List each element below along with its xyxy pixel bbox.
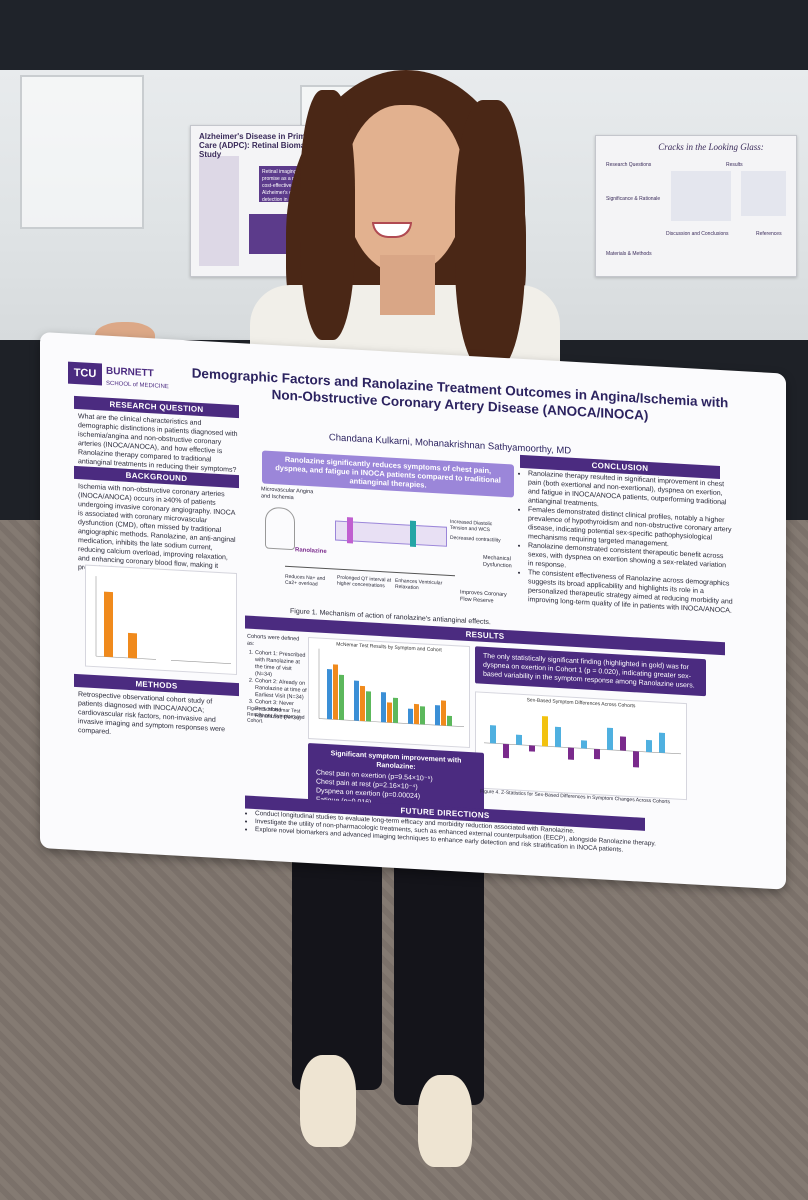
right-boot [418,1075,472,1167]
chart-bar [646,739,652,753]
neck [380,255,435,315]
right-leg [394,840,484,1105]
methods-text: Retrospective observational cohort study… [78,691,226,736]
chart-bar [542,716,548,747]
chart-bar [503,743,509,759]
diagram-label: Decreased contractility [450,534,501,544]
chart-bar [490,725,496,744]
chart-bar [393,697,398,724]
chart-bar [420,706,425,725]
chart-bar [607,727,613,751]
research-poster: TCU BURNETT SCHOOL of MEDICINE Demograph… [40,332,786,890]
poster-title: Demographic Factors and Ranolazine Treat… [191,365,729,424]
mcnemar-chart: McNemar Test Results by Symptom and Coho… [308,636,470,749]
chart-bar [366,691,371,722]
sex-differences-chart-svg [484,716,681,768]
background-poster-section: Significance & Rationale [606,196,661,202]
mcnemar-chart-svg [318,648,464,728]
patient-icon [265,506,295,551]
chart-bar [387,702,392,723]
background-poster-title: Cracks in the Looking Glass: [658,142,764,152]
chart-bar [333,664,338,720]
chart-bar [210,622,218,655]
ceiling [0,0,808,70]
conclusion-list: Ranolazine therapy resulted in significa… [518,469,733,616]
chart-bar [555,726,561,748]
diagram-label: Prolonged QT interval at higher concentr… [337,574,392,590]
chart-bar [354,680,359,721]
chart-bar [529,745,535,752]
chart-bar [360,685,365,722]
diagram-label: Ranolazine [295,547,327,556]
chart-bar [339,674,344,720]
diagram-label: Increased Diastolic Tension and WCS [450,518,493,534]
school-name: BURNETT SCHOOL of MEDICINE [106,365,169,391]
background-poster-section: Results [726,162,743,168]
chart-bar [633,751,639,768]
chart-bar [659,732,665,753]
chart-bar [408,708,413,724]
sex-differences-chart: Sex-Based Symptom Differences Across Coh… [475,691,687,801]
chart-bar [516,734,522,745]
hair-right [455,100,525,370]
figure3-caption: Figure 3. McNemar Test Results per Sympt… [247,705,305,725]
face [345,105,465,275]
diagram-label: Enhances Ventricular Relaxation [395,577,443,592]
diagram-label: Improves Coronary Flow Reserve [460,589,507,605]
research-question-text: What are the clinical characteristics an… [78,413,238,474]
diagram-label: Reduces Na+ and Ca2+ overload [285,573,326,588]
channel-graphic [410,520,416,548]
background-poster-right: Cracks in the Looking Glass: Research Qu… [595,135,797,277]
left-leg [292,840,382,1090]
window-reflection [20,75,144,229]
background-poster-title: Alzheimer's Disease in Primary Care (ADP… [199,132,321,159]
background-poster-section: Research Questions [606,162,652,168]
chart-bar [447,715,452,727]
demographics-chart-svg [95,576,231,664]
chart-bar [104,591,113,658]
chart-bar [414,703,419,725]
mechanism-diagram: Microvascular Angina and Ischemia Ranola… [255,484,515,619]
tcu-logo: TCU [68,361,102,386]
left-boot [300,1055,356,1147]
chart-bar [327,669,332,720]
chart-axis [96,655,156,660]
chart-bar [568,747,574,760]
chart-bar [441,700,446,726]
demographics-chart [85,564,237,676]
background-poster-section: Materials & Methods [606,251,652,257]
chart-bar [128,632,137,659]
hair-left [300,90,355,340]
chart-bar [381,692,386,723]
chart-bar [184,611,192,652]
background-poster-section: References [756,231,782,237]
diagram-label: Microvascular Angina and Ischemia [261,486,314,502]
chart-bar [435,705,440,726]
chart-bar [594,748,600,760]
background-poster-section: Discussion and Conclusions [666,231,729,237]
chart-axis [171,660,231,664]
results-callout: The only statistically significant findi… [475,646,706,697]
channel-graphic [347,517,353,544]
chart-bar [581,740,587,749]
chart-bar [620,736,626,751]
